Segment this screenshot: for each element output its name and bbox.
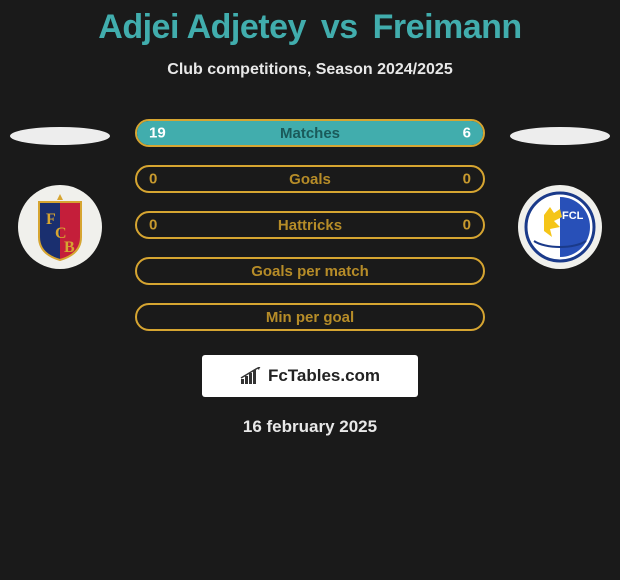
player1-club-badge: F C B [18,185,102,269]
stats-bars: 19 6 Matches 0 0 Goals 0 0 Hattricks Goals per ma… [135,119,485,331]
bar-value-left: 19 [149,125,166,142]
player2-name: Freimann [373,8,522,46]
stat-bar-row: 0 0 Goals [135,165,485,193]
date-text: 16 february 2025 [0,417,620,437]
bar-value-right: 6 [463,125,471,142]
svg-text:B: B [64,239,75,256]
basel-crest-icon: F C B [31,192,89,262]
player2-club-badge: FCL [518,185,602,269]
comparison-title: Adjei Adjetey vs Freimann [0,0,620,47]
bar-value-left: 0 [149,217,157,234]
stat-bar-row: 0 0 Hattricks [135,211,485,239]
stat-bar-row: 19 6 Matches [135,119,485,147]
player2-photo-placeholder [510,127,610,145]
right-column: FCL [500,119,620,269]
bar-label: Hattricks [278,217,342,234]
bar-value-right: 0 [463,217,471,234]
bar-fill-left [137,121,400,145]
watermark-text: FcTables.com [268,366,380,386]
subtitle: Club competitions, Season 2024/2025 [0,61,620,79]
watermark: FcTables.com [202,355,418,397]
fctables-icon [240,367,262,385]
luzern-crest-icon: FCL [524,191,596,263]
vs-text: vs [321,8,358,46]
stat-bar-row: Goals per match [135,257,485,285]
player1-name: Adjei Adjetey [98,8,306,46]
bar-label: Goals [289,171,331,188]
stat-bar-row: Min per goal [135,303,485,331]
content-area: F C B FCL 19 6 Matches 0 0 Goals 0 0 Hattricks Go… [0,119,620,331]
bar-label: Goals per match [251,263,369,280]
player1-photo-placeholder [10,127,110,145]
bar-value-right: 0 [463,171,471,188]
bar-value-left: 0 [149,171,157,188]
bar-label: Matches [280,125,340,142]
bar-label: Min per goal [266,309,354,326]
svg-text:FCL: FCL [562,210,584,222]
left-column: F C B [0,119,120,269]
